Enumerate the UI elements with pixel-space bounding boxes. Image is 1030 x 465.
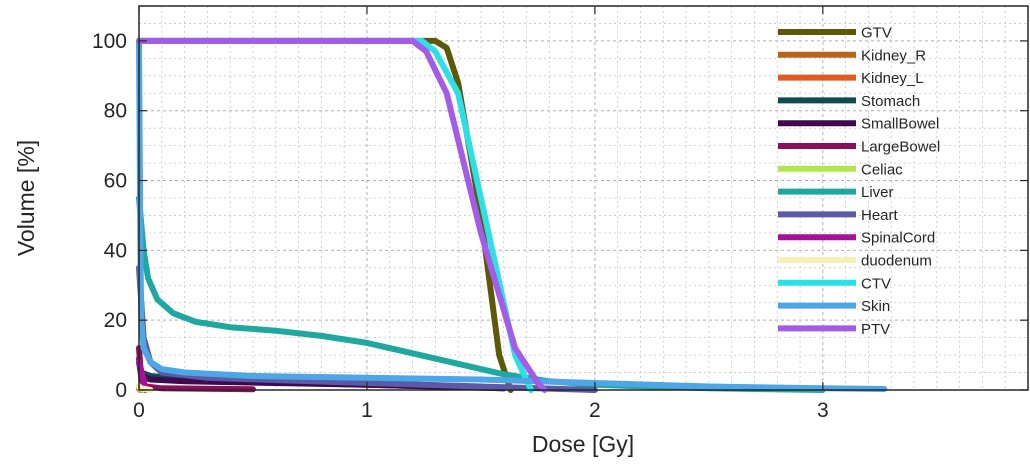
legend-item: Kidney_R	[778, 47, 926, 64]
legend-label: GTV	[861, 25, 892, 42]
legend-label: Liver	[861, 184, 894, 201]
legend-item: SpinalCord	[778, 230, 935, 247]
y-tick-label: 80	[104, 100, 127, 123]
y-tick-label: 0	[115, 379, 127, 402]
y-tick-label: 100	[92, 30, 127, 53]
legend-label: Heart	[861, 207, 899, 224]
legend-label: Kidney_L	[861, 70, 924, 87]
legend-item: Skin	[778, 298, 890, 315]
y-tick-label: 60	[104, 170, 127, 193]
legend-label: Skin	[861, 298, 890, 315]
legend-item: Stomach	[778, 93, 920, 110]
plot-area-border	[138, 5, 1029, 391]
legend-item: SmallBowel	[778, 116, 939, 133]
legend-label: SpinalCord	[861, 230, 935, 247]
legend-label: duodenum	[861, 253, 932, 270]
minor-grid	[139, 6, 1028, 390]
legend-item: Liver	[778, 184, 894, 201]
x-tick-label: 3	[817, 399, 829, 422]
y-tick-label: 20	[104, 309, 127, 332]
series-line-gtv	[136, 37, 514, 393]
x-tick-label: 1	[361, 399, 373, 422]
legend-label: CTV	[861, 275, 891, 292]
axis-ticks: 0 1 2 3 0 20 40 60 80 100	[92, 6, 1028, 422]
legend: GTV Kidney_R Kidney_L Stomach SmallBowel Larg…	[778, 25, 940, 338]
legend-label: Celiac	[861, 161, 903, 178]
y-axis-label: Volume [%]	[13, 140, 39, 256]
legend-item: Heart	[778, 207, 899, 224]
legend-label: Kidney_R	[861, 47, 926, 64]
legend-label: SmallBowel	[861, 116, 939, 133]
legend-item: Kidney_L	[778, 70, 924, 87]
y-tick-label: 40	[104, 239, 127, 262]
x-tick-label: 2	[589, 399, 601, 422]
legend-item: Celiac	[778, 161, 903, 178]
series-line-skin	[136, 37, 888, 392]
series-line-ptv	[136, 37, 548, 393]
legend-label: Stomach	[861, 93, 920, 110]
x-axis-label: Dose [Gy]	[532, 431, 634, 457]
series-lines	[136, 37, 888, 393]
legend-label: PTV	[861, 321, 890, 338]
legend-item: duodenum	[778, 253, 932, 270]
legend-item: CTV	[778, 275, 891, 292]
legend-label: LargeBowel	[861, 139, 940, 156]
legend-item: GTV	[778, 25, 892, 42]
legend-item: LargeBowel	[778, 139, 940, 156]
x-tick-label: 0	[133, 399, 145, 422]
series-line-ctv	[136, 37, 535, 393]
legend-item: PTV	[778, 321, 890, 338]
